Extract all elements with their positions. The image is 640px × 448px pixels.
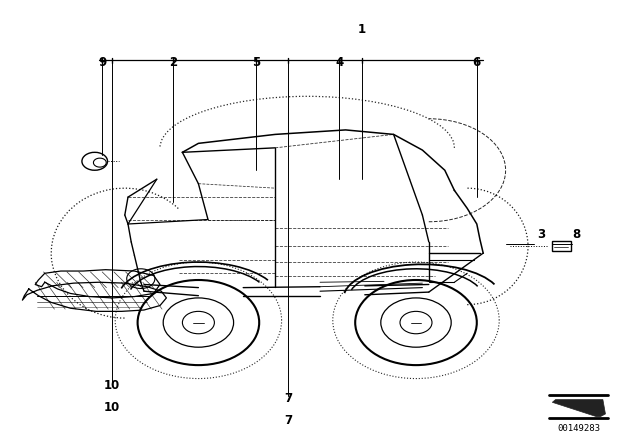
Text: 7: 7 bbox=[284, 414, 292, 427]
Text: 3: 3 bbox=[537, 228, 545, 241]
Text: 8: 8 bbox=[572, 228, 580, 241]
Text: 5: 5 bbox=[252, 56, 260, 69]
Text: 7: 7 bbox=[284, 392, 292, 405]
Text: 10: 10 bbox=[104, 401, 120, 414]
Bar bbox=[552, 241, 571, 251]
Text: 2: 2 bbox=[169, 56, 177, 69]
Text: 9: 9 bbox=[99, 56, 106, 69]
Text: 6: 6 bbox=[473, 56, 481, 69]
Text: 1: 1 bbox=[358, 23, 365, 36]
Text: 4: 4 bbox=[335, 56, 343, 69]
Text: 10: 10 bbox=[104, 379, 120, 392]
Polygon shape bbox=[552, 400, 605, 417]
Text: 00149283: 00149283 bbox=[557, 424, 600, 433]
